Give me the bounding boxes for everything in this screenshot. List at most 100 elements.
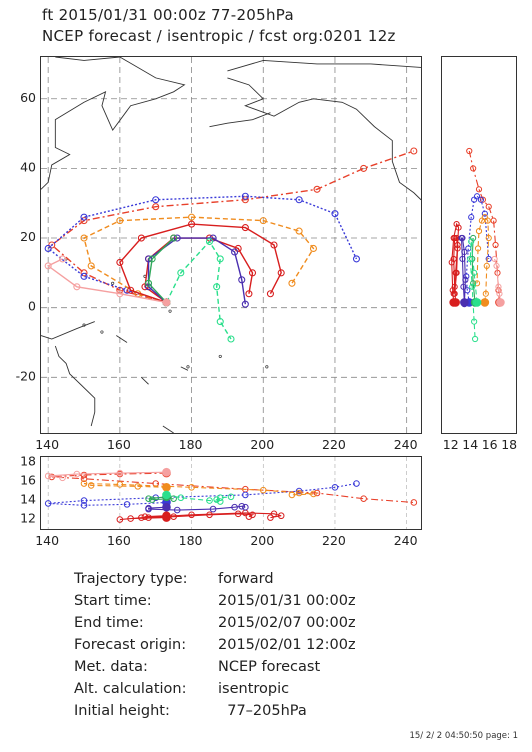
trajectory-point-7 [213,283,221,291]
map-panel[interactable] [40,56,422,434]
side-point-8 [493,262,500,269]
trajectory-point-3 [277,269,285,277]
trajectory-point-2 [309,244,318,253]
low-point-1 [44,500,52,507]
trajectory-line-4 [144,237,254,304]
height-lat-panel[interactable] [441,56,517,434]
side-point-6 [469,255,476,263]
coastline [209,112,271,128]
low-point-5 [145,505,152,513]
low-point-3 [270,510,278,518]
side-tick-label: 14 [462,437,478,452]
info-value: isentropic [218,681,290,697]
side-point-8 [496,290,503,297]
trajectory-point-1 [331,210,339,218]
info-row: Start time: 2015/01/31 00:00z [74,593,356,615]
info-row: End time: 2015/02/07 00:00z [74,615,356,637]
low-lon-tick-label: 140 [35,533,59,548]
low-point-6 [170,495,177,502]
coastline [55,56,120,61]
island [168,309,172,313]
low-point-8 [44,472,52,480]
side-point-7 [467,255,474,263]
side-point-8 [491,255,498,263]
info-label: Alt. calculation: [74,681,187,697]
side-point-2 [473,280,481,287]
trajectory-line-0 [50,150,415,304]
low-point-3 [188,511,195,519]
low-point-2 [188,484,195,491]
low-point-7 [216,498,224,505]
trajectory-map [40,56,422,434]
info-value: 2015/02/01 12:00z [218,637,356,653]
info-label: Start time: [74,593,152,609]
info-row: Alt. calculation: isentropic [74,681,356,703]
low-point-7 [162,490,171,500]
side-point-5 [460,283,467,290]
low-point-4 [162,511,171,521]
trajectory-point-0 [410,147,418,155]
low-line-1 [48,482,357,506]
side-point-7 [471,269,478,276]
low-line-8 [48,471,167,479]
side-point-0 [485,203,492,210]
trajectory-point-0 [152,203,160,211]
info-value: 77–205hPa [218,703,307,719]
side-point-0 [466,147,473,155]
side-tick-label: 18 [501,437,517,452]
trajectory-point-2 [259,217,267,225]
side-point-2 [475,227,483,235]
low-point-1 [353,480,360,487]
low-point-7 [227,493,235,501]
lon-height-plot [44,457,418,529]
trajectory-line-1 [47,195,358,304]
trajectory-point-1 [152,196,160,204]
side-point-5 [459,255,466,263]
trajectory-point-2 [295,227,303,235]
lon-height-panel[interactable] [40,456,422,530]
trajectory-point-8 [73,283,81,291]
side-point-1 [473,193,481,200]
side-line-5 [460,237,466,305]
side-point-8 [496,298,505,307]
low-point-8 [59,474,66,482]
side-point-5 [461,248,468,256]
trajectory-point-7 [216,318,224,326]
island [265,365,269,369]
lat-tick-label: 20 [20,229,36,244]
low-point-4 [206,511,213,519]
low-point-2 [288,491,296,499]
info-value: NCEP forecast [218,659,321,675]
side-point-6 [470,234,477,242]
lon-tick-label: 160 [107,437,131,452]
low-point-1 [331,484,339,491]
low-point-1 [295,487,303,495]
side-point-6 [470,280,477,287]
low-point-2 [87,482,95,489]
low-point-2 [116,481,124,488]
coastline [40,56,186,190]
island [82,323,86,327]
info-row: Met. data: NCEP forecast [74,659,356,681]
trajectory-point-2 [87,262,95,270]
low-point-7 [206,497,213,504]
low-line-2 [83,482,314,496]
trajectory-point-2 [80,234,88,242]
low-lon-tick-label: 200 [250,533,274,548]
side-line-0 [468,150,500,303]
island [186,365,190,369]
lon-tick-label: 180 [179,437,203,452]
trajectory-info: Trajectory type: forward Start time: 2015/0… [74,571,356,725]
info-label: Met. data: [74,659,148,675]
side-point-2 [480,298,490,307]
trajectory-point-7 [227,335,235,343]
low-point-3 [138,514,145,521]
side-line-1 [465,195,490,303]
coastline [180,366,189,371]
info-label: End time: [74,615,144,631]
island [218,354,222,358]
side-point-2 [483,262,490,269]
info-value: 2015/02/07 00:00z [218,615,356,631]
lon-tick-label: 200 [250,437,274,452]
low-lon-tick-label: 240 [394,533,418,548]
